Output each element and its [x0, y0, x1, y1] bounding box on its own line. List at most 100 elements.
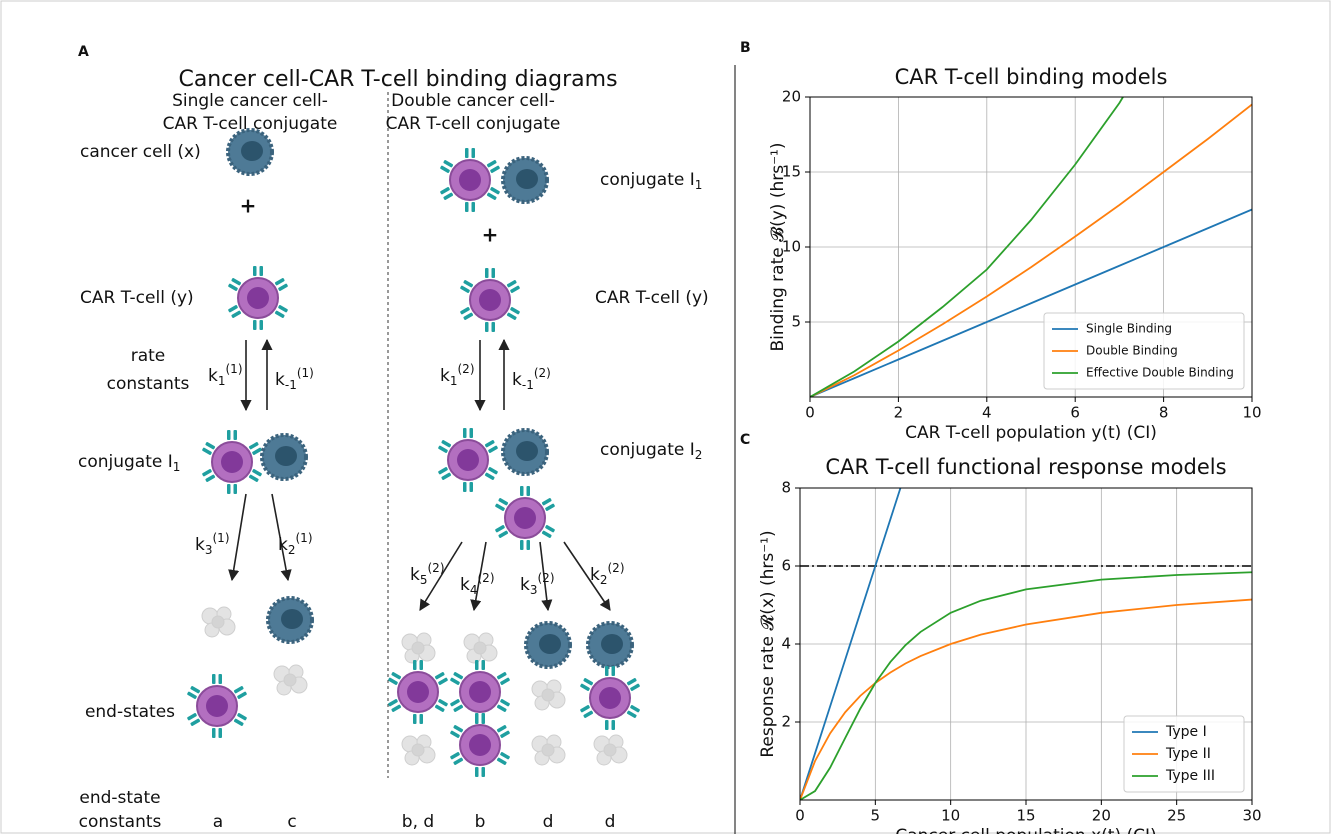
- header: Double cancer cell-: [391, 91, 555, 111]
- rate-labels: k1(1)k-1(1)k3(1) k2(1)k1(2)k-1(2)k5(2)k4(…: [195, 362, 625, 597]
- rate-label: k2(2): [590, 561, 625, 587]
- series-line: [810, 97, 1125, 397]
- legend: Single Binding Double Binding Effective Do…: [1043, 312, 1245, 390]
- rate-superscript: (1): [297, 366, 314, 380]
- rate-superscript: (2): [534, 366, 551, 380]
- rate-symbol: k: [278, 535, 288, 555]
- x-tick-label: 25: [1167, 807, 1186, 825]
- series-line: [800, 488, 902, 800]
- y-tick-label: 15: [782, 163, 801, 181]
- label-text: conjugate I: [600, 440, 695, 460]
- rate-symbol: k: [195, 535, 205, 555]
- x-axis-label: CAR T-cell population y(t) (CI): [905, 423, 1157, 443]
- x-tick-label: 10: [941, 807, 960, 825]
- arrows: [228, 338, 611, 612]
- header: CAR T-cell conjugate: [163, 114, 338, 134]
- rate-subscript: 4: [470, 583, 478, 597]
- end-state-letter: a: [213, 812, 223, 832]
- label: end-states: [85, 702, 175, 722]
- y-tick-label: 6: [781, 557, 791, 575]
- rate-subscript: 3: [530, 583, 538, 597]
- label-text: conjugate I: [78, 452, 173, 472]
- y-axis-label: Response rate 𝓡(x) (hrs⁻¹): [758, 530, 778, 757]
- legend-box: [1043, 312, 1245, 390]
- x-axis-label: Cancer cell population x(t) (CI): [895, 826, 1156, 834]
- rate-label: k1(1): [208, 362, 243, 388]
- rate-superscript: (2): [608, 561, 625, 575]
- rate-subscript: 1: [218, 374, 226, 388]
- x-tick-label: 0: [795, 807, 805, 825]
- y-tick-label: 5: [791, 313, 801, 331]
- rate-symbol: k: [440, 366, 450, 386]
- legend-label: Double Binding: [1086, 344, 1178, 358]
- rate-subscript: -1: [522, 378, 534, 392]
- x-tick-label: 2: [894, 404, 904, 422]
- rate-subscript: 2: [600, 573, 608, 587]
- rate-symbol: k: [410, 565, 420, 585]
- label: rate: [131, 346, 166, 366]
- rate-subscript: 1: [450, 374, 458, 388]
- legend-box: [1123, 715, 1245, 793]
- label: conjugate I1: [78, 452, 180, 474]
- rate-label: k-1(1): [275, 366, 314, 392]
- label: end-state: [79, 788, 160, 808]
- label: CAR T-cell (y): [80, 288, 194, 308]
- legend-label: Type I: [1165, 724, 1207, 740]
- plus: +: [482, 223, 499, 247]
- x-tick-label: 10: [1242, 404, 1261, 422]
- chart-title: CAR T-cell functional response models: [825, 455, 1226, 479]
- x-tick-label: 5: [871, 807, 881, 825]
- series-line: [800, 598, 1252, 800]
- end-state-letter: c: [287, 812, 296, 832]
- panel-a: A Cancer cell-CAR T-cell binding diagram…: [78, 44, 709, 832]
- rate-symbol: k: [590, 565, 600, 585]
- legend-label: Type II: [1165, 746, 1211, 762]
- legend-label: Type III: [1165, 768, 1215, 784]
- rate-label: k1(2): [440, 362, 475, 388]
- header: CAR T-cell conjugate: [386, 114, 561, 134]
- plot-frame: [809, 96, 1253, 398]
- subscript: 1: [173, 460, 181, 474]
- rate-symbol: k: [520, 575, 530, 595]
- rate-symbol: k: [275, 370, 285, 390]
- panel-letter: C: [740, 432, 750, 448]
- label-text: conjugate I: [600, 170, 695, 190]
- rate-symbol: k: [460, 575, 470, 595]
- series-line: [800, 571, 1252, 800]
- plus: +: [240, 194, 257, 218]
- x-tick-label: 20: [1092, 807, 1111, 825]
- end-state-letters: a c b, d b d d: [213, 812, 616, 832]
- x-tick-label: 0: [805, 404, 815, 422]
- rate-subscript: 5: [420, 573, 428, 587]
- end-state-letter: b, d: [402, 812, 434, 832]
- x-tick-label: 30: [1242, 807, 1261, 825]
- label: conjugate I1: [600, 170, 702, 192]
- x-tick-label: 8: [1159, 404, 1169, 422]
- legend: Type I Type II Type III: [1123, 715, 1245, 793]
- label: conjugate I2: [600, 440, 702, 462]
- chart: C CAR T-cell functional response models 0 5…: [740, 432, 1262, 834]
- x-tick-label: 6: [1070, 404, 1080, 422]
- rate-superscript: (2): [428, 561, 445, 575]
- rate-symbol: k: [512, 370, 522, 390]
- series-line: [810, 103, 1252, 397]
- label: cancer cell (x): [80, 142, 201, 162]
- chart: B CAR T-cell binding models 0 2 4 6 8 10 5 10 15 20…: [740, 40, 1262, 443]
- label: CAR T-cell (y): [595, 288, 709, 308]
- subscript: 1: [695, 178, 703, 192]
- legend-label: Single Binding: [1086, 322, 1172, 336]
- panel-letter: B: [740, 40, 751, 56]
- series-line: [810, 208, 1252, 397]
- plot-frame: [799, 487, 1253, 801]
- rate-symbol: k: [208, 366, 218, 386]
- y-axis-label: Binding rate 𝓑(y) (hrs⁻¹): [768, 143, 788, 352]
- x-tick-label: 4: [982, 404, 992, 422]
- rate-superscript: (1): [213, 531, 230, 545]
- rate-superscript: (2): [478, 571, 495, 585]
- y-tick-label: 4: [781, 635, 791, 653]
- rate-superscript: (1): [296, 531, 313, 545]
